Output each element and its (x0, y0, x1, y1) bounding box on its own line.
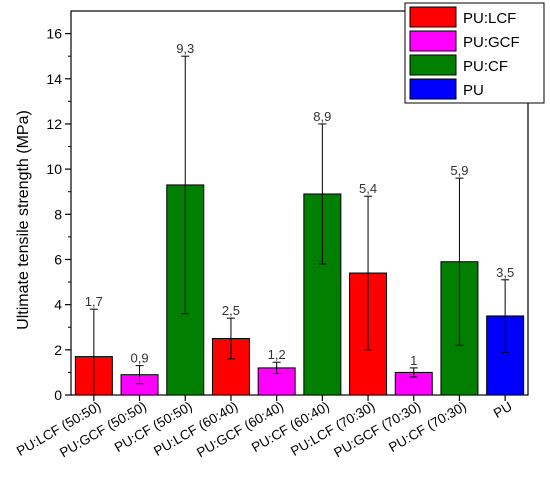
data-label: 3,5 (496, 265, 514, 280)
data-label: 1 (410, 353, 417, 368)
y-axis-title: Ultimate tensile strength (MPa) (15, 110, 32, 330)
legend-label: PU:CF (463, 58, 508, 75)
y-tick-label: 12 (46, 116, 62, 132)
y-tick-label: 8 (54, 206, 62, 222)
legend-swatch (409, 6, 457, 28)
data-label: 9,3 (176, 41, 194, 56)
data-label: 5,9 (450, 163, 468, 178)
y-tick-label: 4 (54, 297, 62, 313)
legend-label: PU:GCF (463, 34, 520, 51)
legend: PU:LCF PU:GCF PU:CF PU (404, 2, 545, 104)
data-label: 8,9 (313, 109, 331, 124)
y-tick-label: 0 (54, 387, 62, 403)
y-tick-label: 2 (54, 342, 62, 358)
data-label: 1,2 (268, 347, 286, 362)
y-tick-label: 10 (46, 161, 62, 177)
plot-frame (70, 10, 529, 396)
y-tick-label: 16 (46, 26, 62, 42)
y-tick-label: 14 (46, 71, 62, 87)
legend-swatch (409, 30, 457, 52)
legend-swatch (409, 78, 457, 100)
x-tick-label: PU:CF (70:30) (386, 399, 469, 456)
x-tick-label: PU (491, 399, 515, 421)
legend-label: PU:LCF (463, 10, 516, 27)
data-label: 0,9 (131, 351, 149, 366)
data-label: 2,5 (222, 303, 240, 318)
data-label: 5,4 (359, 181, 377, 196)
legend-swatch (409, 54, 457, 76)
legend-label: PU (463, 82, 484, 99)
data-label: 1,7 (85, 294, 103, 309)
y-tick-label: 6 (54, 251, 62, 267)
